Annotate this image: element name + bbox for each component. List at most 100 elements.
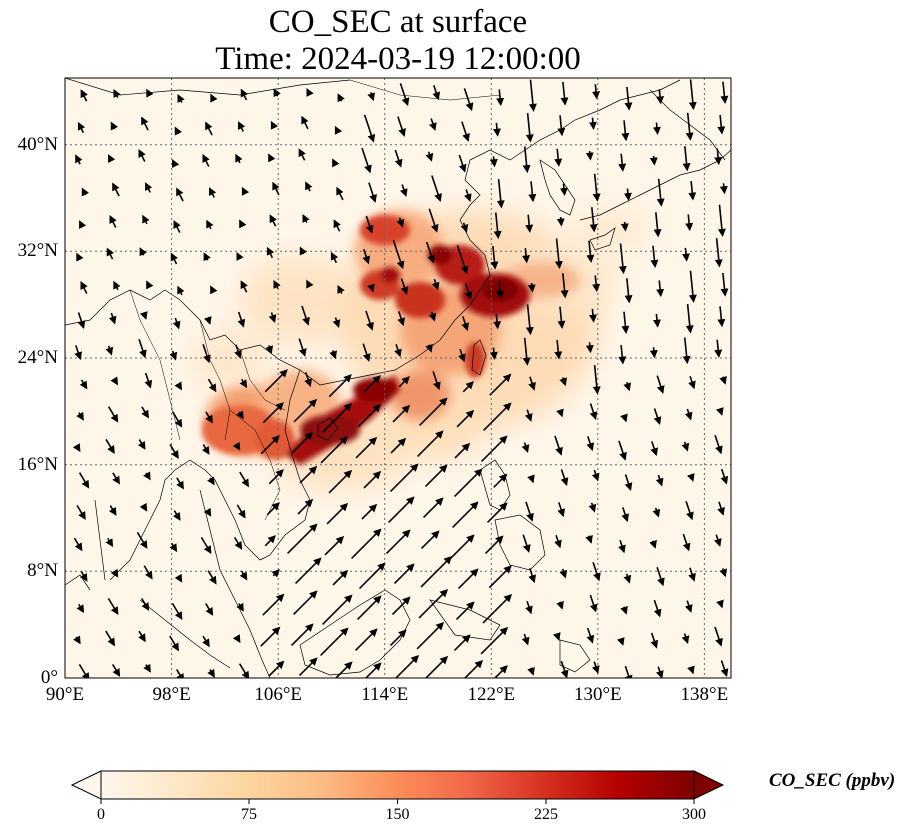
wind-arrow (301, 305, 310, 326)
wind-arrow (688, 180, 697, 201)
wind-arrow (425, 343, 433, 353)
wind-arrow (714, 238, 723, 268)
wind-arrow (655, 474, 664, 487)
wind-arrow (332, 317, 341, 329)
wind-arrow (77, 121, 86, 134)
wind-arrow (174, 573, 183, 583)
wind-arrow (273, 279, 281, 289)
wind-arrow (431, 278, 440, 291)
wind-arrow (139, 311, 148, 320)
wind-arrow (586, 240, 595, 263)
wind-arrow (624, 278, 633, 304)
wind-arrow (589, 207, 598, 233)
y-tick-label: 8°N (27, 560, 58, 582)
wind-arrow (169, 444, 179, 459)
wind-arrow (78, 472, 90, 489)
wind-arrow (591, 661, 600, 674)
wind-arrow (203, 507, 212, 517)
wind-arrow (460, 222, 469, 233)
wind-arrow (268, 469, 284, 485)
wind-arrow (328, 374, 352, 398)
wind-arrow (681, 247, 690, 262)
wind-arrow (455, 601, 475, 621)
wind-arrow (363, 470, 382, 489)
wind-arrow (457, 568, 479, 590)
wind-arrow (363, 375, 381, 393)
y-tick-label: 16°N (17, 453, 58, 475)
wind-arrow (113, 88, 121, 98)
wind-arrow (652, 507, 661, 518)
wind-arrow (206, 219, 214, 230)
wind-arrow (299, 246, 307, 256)
wind-arrow (715, 407, 724, 416)
wind-arrow (203, 252, 211, 262)
wind-arrow (79, 379, 88, 390)
wind-arrow (260, 626, 281, 647)
wind-arrow (75, 154, 83, 165)
wind-arrow (76, 603, 85, 614)
wind-arrow (623, 188, 632, 202)
wind-arrow (432, 370, 441, 391)
wind-arrow (387, 496, 415, 524)
wind-arrow (105, 345, 114, 356)
y-tick-label: 24°N (17, 347, 58, 368)
wind-arrow (716, 599, 724, 609)
wind-arrow (239, 219, 247, 229)
wind-arrow (209, 187, 217, 198)
wind-arrow (554, 238, 563, 270)
wind-arrow (429, 118, 437, 132)
wind-arrow (205, 411, 213, 424)
wind-arrow (464, 189, 472, 203)
wind-arrow (623, 573, 632, 584)
wind-arrow (686, 473, 695, 482)
wind-arrow (389, 629, 407, 647)
wind-arrow (688, 567, 696, 582)
x-tick-label: 114°E (361, 684, 409, 705)
wind-arrow (488, 565, 512, 589)
wind-arrow (400, 278, 409, 296)
wind-arrow (480, 626, 509, 655)
wind-arrow (687, 665, 695, 675)
wind-arrow (621, 507, 629, 523)
wind-arrow (527, 666, 535, 676)
wind-arrow (271, 569, 280, 578)
wind-arrow (688, 270, 697, 303)
wind-arrow (362, 248, 371, 265)
wind-arrow (588, 502, 597, 513)
wind-arrow (586, 436, 594, 452)
wind-arrow (588, 117, 597, 131)
wind-arrow (496, 89, 505, 107)
concentration-field (190, 210, 650, 490)
wind-arrow (624, 86, 633, 111)
wind-arrow (717, 114, 726, 135)
wind-arrow (592, 561, 601, 582)
wind-arrow (262, 402, 284, 424)
wind-arrow (105, 439, 115, 454)
wind-arrow (394, 149, 403, 168)
wind-arrow (496, 179, 505, 209)
wind-arrow (205, 121, 213, 136)
wind-arrow (685, 500, 694, 521)
wind-arrow (105, 630, 115, 647)
wind-arrow (422, 497, 444, 519)
wind-arrow (592, 365, 601, 395)
wind-arrow (522, 146, 531, 174)
wind-arrow (108, 312, 117, 325)
wind-arrow (326, 502, 349, 525)
wind-arrow (652, 313, 661, 328)
wind-arrow (108, 154, 116, 164)
wind-arrow (714, 148, 723, 166)
wind-arrow (720, 81, 729, 104)
wind-arrow (139, 247, 147, 257)
wind-arrow (139, 502, 148, 512)
wind-arrow (79, 220, 87, 230)
wind-arrow (398, 376, 410, 388)
x-tick-label: 130°E (573, 684, 622, 705)
wind-arrow (524, 409, 533, 422)
wind-arrow (720, 272, 729, 297)
wind-arrow (236, 251, 244, 261)
wind-arrow (493, 212, 502, 240)
x-tick-label: 138°E (680, 684, 729, 705)
wind-arrow (365, 310, 374, 331)
wind-arrow (172, 510, 181, 521)
